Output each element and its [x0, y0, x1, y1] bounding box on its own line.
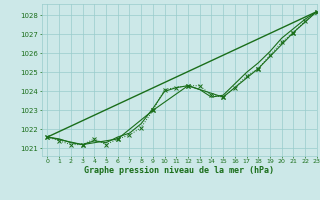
X-axis label: Graphe pression niveau de la mer (hPa): Graphe pression niveau de la mer (hPa) [84, 166, 274, 175]
